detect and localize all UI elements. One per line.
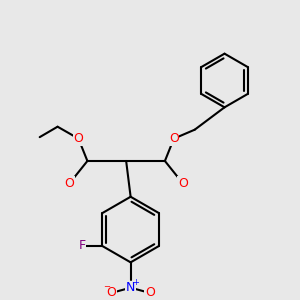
Text: F: F	[79, 239, 86, 252]
Text: −: −	[103, 282, 110, 291]
Text: O: O	[106, 286, 116, 299]
Text: O: O	[74, 132, 83, 145]
Text: O: O	[145, 286, 155, 299]
Text: O: O	[64, 177, 74, 190]
Text: O: O	[178, 177, 188, 190]
Text: +: +	[133, 278, 140, 287]
Text: N: N	[126, 281, 135, 294]
Text: O: O	[169, 132, 179, 145]
